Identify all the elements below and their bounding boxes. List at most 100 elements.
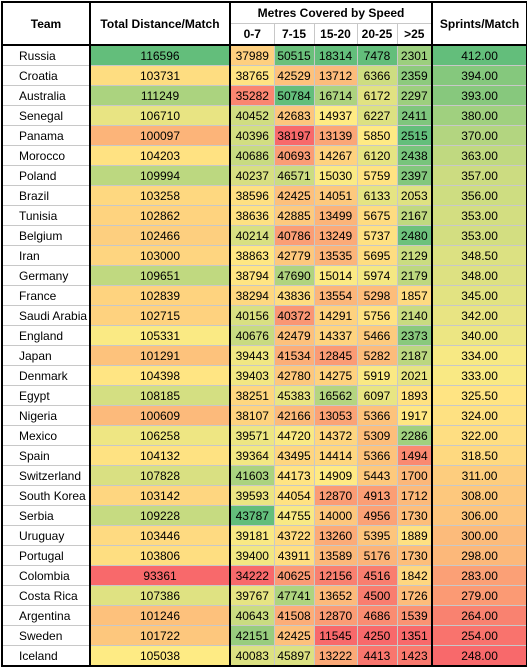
value-cell: 14051 xyxy=(313,185,358,206)
value-cell: 39403 xyxy=(229,365,275,386)
value-cell: 50515 xyxy=(273,44,315,66)
value-cell: 5366 xyxy=(356,405,398,426)
value-cell: 4516 xyxy=(356,565,398,586)
value-cell: 42683 xyxy=(273,105,315,126)
value-cell: 298.00 xyxy=(431,545,527,566)
team-cell: Egypt xyxy=(1,385,91,406)
value-cell: 101722 xyxy=(89,625,231,646)
value-cell: 340.00 xyxy=(431,325,527,346)
value-cell: 6172 xyxy=(356,85,398,106)
value-cell: 4500 xyxy=(356,585,398,606)
value-cell: 13260 xyxy=(313,525,358,546)
team-cell: Morocco xyxy=(1,145,91,166)
value-cell: 5756 xyxy=(356,305,398,326)
value-cell: 44054 xyxy=(273,485,315,506)
value-cell: 5675 xyxy=(356,205,398,226)
value-cell: 42780 xyxy=(273,365,315,386)
value-cell: 104398 xyxy=(89,365,231,386)
value-cell: 1917 xyxy=(396,405,434,426)
value-cell: 342.00 xyxy=(431,305,527,326)
header-cell: 7-15 xyxy=(273,23,315,46)
team-cell: Sweden xyxy=(1,625,91,646)
table-row: Japan 101291 39443 41534 12845 5282 2187 334.00 xyxy=(1,345,527,366)
value-cell: 40083 xyxy=(229,645,275,667)
value-cell: 40693 xyxy=(273,145,315,166)
value-cell: 1842 xyxy=(396,565,434,586)
value-cell: 14275 xyxy=(313,365,358,386)
value-cell: 100609 xyxy=(89,405,231,426)
value-cell: 103806 xyxy=(89,545,231,566)
value-cell: 42529 xyxy=(273,65,315,86)
value-cell: 353.00 xyxy=(431,205,527,226)
value-cell: 2359 xyxy=(396,65,434,86)
value-cell: 38863 xyxy=(229,245,275,266)
value-cell: 106710 xyxy=(89,105,231,126)
value-cell: 2053 xyxy=(396,185,434,206)
value-cell: 1857 xyxy=(396,285,434,306)
value-cell: 18314 xyxy=(313,44,358,66)
value-cell: 353.00 xyxy=(431,225,527,246)
table-row: Colombia 93361 34222 40625 12156 4516 1842 283.… xyxy=(1,565,527,586)
value-cell: 14414 xyxy=(313,445,358,466)
table-row: Argentina 101246 40643 41508 12870 4686 1539 26… xyxy=(1,605,527,626)
value-cell: 109994 xyxy=(89,165,231,186)
team-cell: Brazil xyxy=(1,185,91,206)
value-cell: 107386 xyxy=(89,585,231,606)
table-row: South Korea 103142 39593 44054 12870 4913 1712… xyxy=(1,485,527,506)
value-cell: 2411 xyxy=(396,105,434,126)
value-cell: 43836 xyxy=(273,285,315,306)
value-cell: 7478 xyxy=(356,44,398,66)
team-cell: Costa Rica xyxy=(1,585,91,606)
value-cell: 322.00 xyxy=(431,425,527,446)
table-row: Belgium 102466 40214 40786 13249 5737 2480 353.… xyxy=(1,225,527,246)
value-cell: 40214 xyxy=(229,225,275,246)
value-cell: 12870 xyxy=(313,485,358,506)
value-cell: 5309 xyxy=(356,425,398,446)
value-cell: 2301 xyxy=(396,44,434,66)
value-cell: 34222 xyxy=(229,565,275,586)
value-cell: 348.50 xyxy=(431,245,527,266)
value-cell: 5759 xyxy=(356,165,398,186)
team-cell: France xyxy=(1,285,91,306)
value-cell: 2297 xyxy=(396,85,434,106)
value-cell: 104203 xyxy=(89,145,231,166)
header-cell: >25 xyxy=(396,23,434,46)
team-cell: Uruguay xyxy=(1,525,91,546)
value-cell: 5298 xyxy=(356,285,398,306)
value-cell: 103446 xyxy=(89,525,231,546)
value-cell: 4413 xyxy=(356,645,398,667)
value-cell: 1712 xyxy=(396,485,434,506)
value-cell: 6120 xyxy=(356,145,398,166)
value-cell: 44755 xyxy=(273,505,315,526)
value-cell: 109651 xyxy=(89,265,231,286)
value-cell: 5466 xyxy=(356,325,398,346)
value-cell: 44720 xyxy=(273,425,315,446)
value-cell: 13053 xyxy=(313,405,358,426)
value-cell: 106258 xyxy=(89,425,231,446)
value-cell: 6366 xyxy=(356,65,398,86)
team-cell: Senegal xyxy=(1,105,91,126)
value-cell: 308.00 xyxy=(431,485,527,506)
table-row: Poland 109994 40237 46571 15030 5759 2397 357.0… xyxy=(1,165,527,186)
value-cell: 104132 xyxy=(89,445,231,466)
value-cell: 42166 xyxy=(273,405,315,426)
team-cell: Japan xyxy=(1,345,91,366)
table-row: Tunisia 102862 38636 42885 13499 5675 2167 353.… xyxy=(1,205,527,226)
value-cell: 311.00 xyxy=(431,465,527,486)
value-cell: 325.50 xyxy=(431,385,527,406)
value-cell: 2021 xyxy=(396,365,434,386)
value-cell: 4686 xyxy=(356,605,398,626)
value-cell: 40786 xyxy=(273,225,315,246)
value-cell: 39767 xyxy=(229,585,275,606)
value-cell: 38197 xyxy=(273,125,315,146)
value-cell: 14909 xyxy=(313,465,358,486)
value-cell: 14000 xyxy=(313,505,358,526)
header-cell: 0-7 xyxy=(229,23,275,46)
value-cell: 43495 xyxy=(273,445,315,466)
header-cell: Total Distance/Match xyxy=(89,1,231,46)
value-cell: 40237 xyxy=(229,165,275,186)
table-row: France 102839 38294 43836 13554 5298 1857 345.0… xyxy=(1,285,527,306)
value-cell: 394.00 xyxy=(431,65,527,86)
table-row: Panama 100097 40396 38197 13139 5850 2515 370.0… xyxy=(1,125,527,146)
value-cell: 93361 xyxy=(89,565,231,586)
